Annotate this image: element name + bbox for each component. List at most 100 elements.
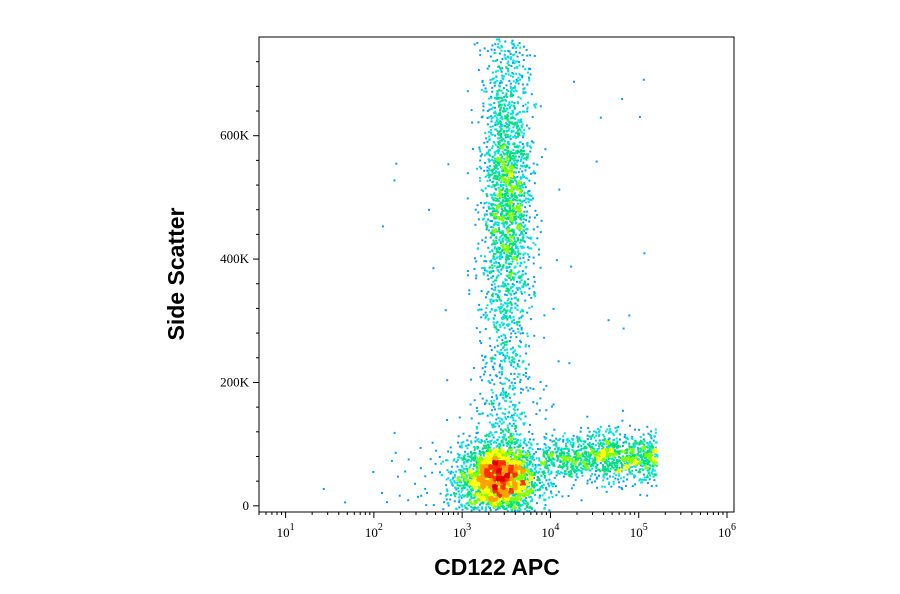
event-dot <box>498 446 501 449</box>
event-dot <box>623 436 626 438</box>
event-dot <box>552 307 555 310</box>
event-dot <box>555 470 558 473</box>
event-dot <box>501 209 504 212</box>
event-dot <box>519 310 522 313</box>
event-dot <box>478 146 481 149</box>
event-dot <box>478 471 481 474</box>
event-dot <box>490 501 493 504</box>
event-dot <box>516 150 519 153</box>
event-dot <box>501 245 504 248</box>
event-dot <box>576 456 579 459</box>
event-dot <box>609 444 612 447</box>
event-dot <box>652 468 655 471</box>
event-dot <box>497 101 500 104</box>
event-dot <box>644 478 647 481</box>
event-dot <box>538 481 541 484</box>
event-dot <box>514 479 516 482</box>
event-dot <box>513 442 516 445</box>
event-dot <box>524 469 527 472</box>
event-dot <box>462 432 465 435</box>
event-dot <box>526 466 529 469</box>
event-dot <box>514 233 517 236</box>
event-dot <box>642 455 644 458</box>
event-dot <box>512 207 515 210</box>
event-dot <box>508 277 511 280</box>
event-dot <box>581 474 584 477</box>
event-dot <box>493 326 496 329</box>
event-dot <box>512 330 515 332</box>
event-dot <box>465 476 468 479</box>
event-dot <box>505 315 508 318</box>
event-dot <box>503 50 506 53</box>
event-dot <box>506 275 509 278</box>
event-dot <box>499 139 501 142</box>
event-dot <box>482 267 485 270</box>
event-dot <box>491 455 494 457</box>
event-dot <box>503 144 506 147</box>
event-dot <box>476 247 479 250</box>
event-dot <box>538 248 540 251</box>
event-dot <box>603 435 606 438</box>
event-dot <box>568 362 571 365</box>
event-dot <box>504 190 507 193</box>
event-dot <box>519 203 522 206</box>
event-dot <box>498 158 500 161</box>
event-dot <box>518 324 521 327</box>
event-dot <box>638 443 641 446</box>
event-dot <box>485 213 488 216</box>
event-dot <box>485 193 488 196</box>
event-dot <box>499 311 502 314</box>
event-dot <box>490 443 493 446</box>
event-dot <box>512 505 515 508</box>
event-dot <box>511 494 514 497</box>
event-dot <box>515 159 518 162</box>
event-dot <box>507 205 509 208</box>
event-dot <box>477 121 480 124</box>
event-dot <box>513 107 516 109</box>
event-dot <box>536 479 539 482</box>
event-dot <box>502 220 505 222</box>
event-dot <box>516 152 519 154</box>
event-dot <box>494 374 497 377</box>
event-dot <box>446 488 448 491</box>
event-dot <box>575 474 578 477</box>
event-dot <box>526 107 529 110</box>
event-dot <box>518 416 521 419</box>
event-dot <box>499 381 502 384</box>
event-dot <box>486 123 489 126</box>
event-dot <box>482 273 485 276</box>
event-dot <box>519 214 521 217</box>
event-dot <box>474 440 477 443</box>
event-dot <box>511 158 514 161</box>
event-dot <box>484 311 487 314</box>
event-dot <box>617 472 620 475</box>
event-dot <box>513 253 516 256</box>
event-dot <box>552 482 555 485</box>
event-dot <box>513 117 516 119</box>
event-dot <box>523 487 525 490</box>
event-dot <box>596 454 599 456</box>
event-dot <box>654 451 656 453</box>
event-dot <box>526 477 529 480</box>
event-dot <box>512 504 515 507</box>
event-dot <box>576 467 579 470</box>
event-dot <box>543 460 546 463</box>
event-dot <box>466 481 469 484</box>
event-dot <box>527 455 530 458</box>
event-dot <box>513 171 516 173</box>
event-dot <box>510 216 513 219</box>
event-dot <box>493 241 496 244</box>
event-dot <box>576 439 579 442</box>
event-dot <box>496 299 498 302</box>
event-dot <box>503 301 506 304</box>
event-dot <box>484 131 487 134</box>
event-dot <box>615 442 618 445</box>
event-dot <box>525 386 528 389</box>
event-dot <box>461 508 464 511</box>
event-dot <box>508 500 511 503</box>
event-dot <box>493 299 496 302</box>
event-dot <box>620 468 622 471</box>
event-dot <box>473 447 476 450</box>
event-dot <box>523 463 525 466</box>
event-dot <box>499 100 502 103</box>
